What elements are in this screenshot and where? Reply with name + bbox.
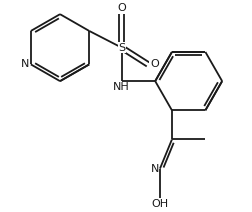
- Text: OH: OH: [151, 199, 168, 209]
- Text: N: N: [21, 59, 29, 69]
- Text: O: O: [149, 59, 158, 69]
- Text: N: N: [150, 164, 158, 174]
- Text: O: O: [117, 3, 125, 13]
- Text: NH: NH: [113, 82, 130, 92]
- Text: S: S: [118, 43, 125, 53]
